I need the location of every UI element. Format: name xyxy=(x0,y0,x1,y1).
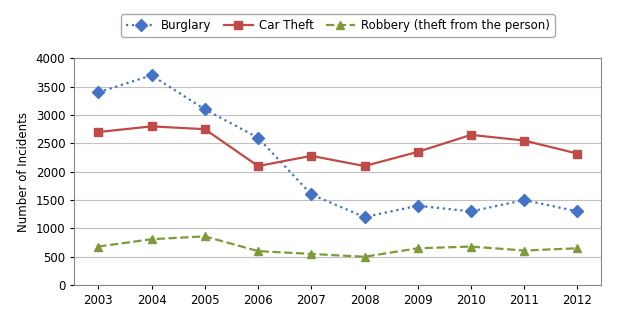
Line: Car Theft: Car Theft xyxy=(94,122,582,170)
Car Theft xyxy=(414,150,422,154)
Car Theft xyxy=(574,152,581,156)
Car Theft xyxy=(467,133,475,137)
Robbery (theft from the person) xyxy=(361,255,368,259)
Car Theft xyxy=(95,130,102,134)
Robbery (theft from the person) xyxy=(95,245,102,249)
Car Theft xyxy=(201,127,208,131)
Robbery (theft from the person) xyxy=(414,246,422,250)
Robbery (theft from the person) xyxy=(254,249,262,253)
Car Theft xyxy=(254,164,262,168)
Robbery (theft from the person) xyxy=(201,235,208,238)
Robbery (theft from the person) xyxy=(521,249,528,252)
Robbery (theft from the person) xyxy=(308,252,315,256)
Line: Burglary: Burglary xyxy=(94,71,582,221)
Burglary xyxy=(361,215,368,219)
Burglary xyxy=(574,210,581,214)
Burglary xyxy=(308,192,315,196)
Legend: Burglary, Car Theft, Robbery (theft from the person): Burglary, Car Theft, Robbery (theft from… xyxy=(121,14,555,37)
Burglary xyxy=(254,136,262,140)
Robbery (theft from the person) xyxy=(574,246,581,250)
Robbery (theft from the person) xyxy=(467,245,475,249)
Burglary xyxy=(95,90,102,94)
Car Theft xyxy=(148,124,155,128)
Robbery (theft from the person) xyxy=(148,237,155,241)
Burglary xyxy=(467,210,475,214)
Burglary xyxy=(201,108,208,111)
Car Theft xyxy=(521,139,528,143)
Line: Robbery (theft from the person): Robbery (theft from the person) xyxy=(94,232,582,261)
Car Theft xyxy=(308,154,315,158)
Burglary xyxy=(414,204,422,208)
Burglary xyxy=(521,198,528,202)
Car Theft xyxy=(361,164,368,168)
Y-axis label: Number of Incidents: Number of Incidents xyxy=(17,112,30,232)
Burglary xyxy=(148,74,155,77)
